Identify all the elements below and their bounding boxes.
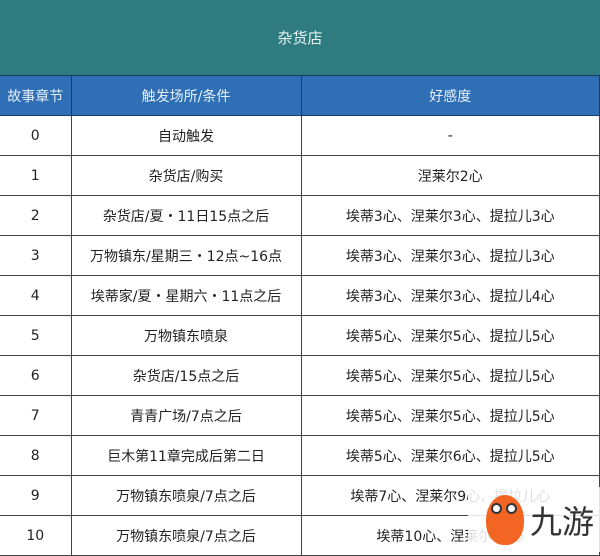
cell-affection: 埃蒂3心、涅莱尔3心、提拉儿4心 <box>300 275 600 316</box>
cell-affection: 埃蒂3心、涅莱尔3心、提拉儿3心 <box>300 235 600 276</box>
cell-chapter: 10 <box>0 515 72 556</box>
cell-affection: 埃蒂3心、涅莱尔3心、提拉儿3心 <box>300 195 600 236</box>
cell-chapter: 5 <box>0 315 72 356</box>
cell-condition: 埃蒂家/夏・星期六・11点之后 <box>70 275 302 316</box>
table-row: 4 埃蒂家/夏・星期六・11点之后 埃蒂3心、涅莱尔3心、提拉儿4心 <box>0 275 600 316</box>
table-row: 0 自动触发 - <box>0 115 600 156</box>
table-title: 杂货店 <box>0 0 600 75</box>
cell-affection: 埃蒂5心、涅莱尔5心、提拉儿5心 <box>300 395 600 436</box>
cell-chapter: 7 <box>0 395 72 436</box>
table-row: 7 青青广场/7点之后 埃蒂5心、涅莱尔5心、提拉儿5心 <box>0 395 600 436</box>
cell-affection: 埃蒂5心、涅莱尔5心、提拉儿5心 <box>300 355 600 396</box>
cell-condition: 万物镇东/星期三・12点~16点 <box>70 235 302 276</box>
table-row: 1 杂货店/购买 涅莱尔2心 <box>0 155 600 196</box>
table-row: 5 万物镇东喷泉 埃蒂5心、涅莱尔5心、提拉儿5心 <box>0 315 600 356</box>
header-chapter: 故事章节 <box>0 75 72 116</box>
cell-condition: 万物镇东喷泉 <box>70 315 302 356</box>
cell-chapter: 3 <box>0 235 72 276</box>
mascot-icon <box>486 494 524 545</box>
story-table: 故事章节 触发场所/条件 好感度 0 自动触发 -1 杂货店/购买 涅莱尔2心 2 杂货店/… <box>0 75 600 556</box>
cell-condition: 自动触发 <box>70 115 302 156</box>
cell-affection: 埃蒂5心、涅莱尔6心、提拉儿5心 <box>300 435 600 476</box>
watermark-logo: 九游 <box>468 487 600 552</box>
watermark-text: 九游 <box>530 502 595 541</box>
cell-condition: 杂货店/夏・11日15点之后 <box>70 195 302 236</box>
cell-condition: 杂货店/购买 <box>70 155 302 196</box>
cell-chapter: 6 <box>0 355 72 396</box>
cell-affection: - <box>300 115 600 156</box>
header-condition: 触发场所/条件 <box>70 75 302 116</box>
cell-condition: 万物镇东喷泉/7点之后 <box>70 515 302 556</box>
cell-chapter: 2 <box>0 195 72 236</box>
table-row: 8 巨木第11章完成后第二日 埃蒂5心、涅莱尔6心、提拉儿5心 <box>0 435 600 476</box>
cell-condition: 青青广场/7点之后 <box>70 395 302 436</box>
table-row: 2 杂货店/夏・11日15点之后 埃蒂3心、涅莱尔3心、提拉儿3心 <box>0 195 600 236</box>
header-affection: 好感度 <box>300 75 600 116</box>
cell-affection: 埃蒂5心、涅莱尔5心、提拉儿5心 <box>300 315 600 356</box>
cell-condition: 杂货店/15点之后 <box>70 355 302 396</box>
cell-chapter: 4 <box>0 275 72 316</box>
cell-chapter: 0 <box>0 115 72 156</box>
table-row: 6 杂货店/15点之后 埃蒂5心、涅莱尔5心、提拉儿5心 <box>0 355 600 396</box>
cell-condition: 巨木第11章完成后第二日 <box>70 435 302 476</box>
cell-chapter: 1 <box>0 155 72 196</box>
table-row: 3 万物镇东/星期三・12点~16点 埃蒂3心、涅莱尔3心、提拉儿3心 <box>0 235 600 276</box>
cell-chapter: 9 <box>0 475 72 516</box>
cell-affection: 涅莱尔2心 <box>300 155 600 196</box>
cell-condition: 万物镇东喷泉/7点之后 <box>70 475 302 516</box>
header-row: 故事章节 触发场所/条件 好感度 <box>0 75 600 116</box>
cell-chapter: 8 <box>0 435 72 476</box>
